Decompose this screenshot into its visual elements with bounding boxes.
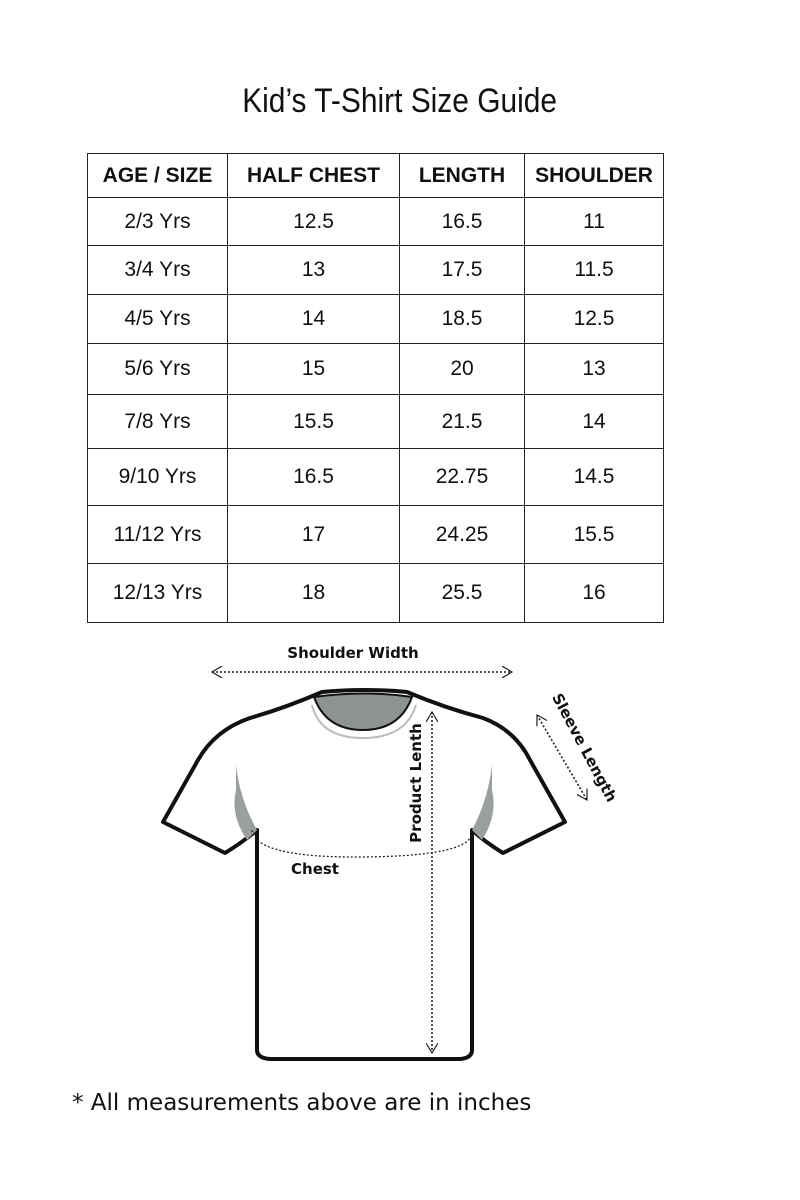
cell-age-size: 11/12 Yrs <box>87 505 228 564</box>
table-row: 5/6 Yrs 15 20 13 <box>87 343 664 395</box>
cell-age-size: 5/6 Yrs <box>87 343 228 395</box>
sleeve-length-label: Sleeve Length <box>548 690 620 805</box>
header-age-size: AGE / SIZE <box>87 153 228 198</box>
cell-half-chest: 15 <box>227 343 400 395</box>
table-row: 7/8 Yrs 15.5 21.5 14 <box>87 394 664 449</box>
table-row: 12/13 Yrs 18 25.5 16 <box>87 563 664 623</box>
table-row: 4/5 Yrs 14 18.5 12.5 <box>87 294 664 344</box>
header-length: LENGTH <box>399 153 525 198</box>
sleeve-length-arrow <box>537 715 587 800</box>
table-row: 2/3 Yrs 12.5 16.5 11 <box>87 197 664 246</box>
cell-age-size: 2/3 Yrs <box>87 197 228 246</box>
cell-length: 24.25 <box>399 505 525 564</box>
collar-shape <box>312 692 414 732</box>
chest-label: Chest <box>291 860 339 878</box>
cell-age-size: 3/4 Yrs <box>87 245 228 295</box>
cell-shoulder: 16 <box>524 563 664 623</box>
cell-shoulder: 12.5 <box>524 294 664 344</box>
cell-half-chest: 16.5 <box>227 448 400 506</box>
size-table: AGE / SIZE HALF CHEST LENGTH SHOULDER 2/… <box>87 153 664 623</box>
collar-rim <box>311 704 417 740</box>
table-row: 3/4 Yrs 13 17.5 11.5 <box>87 245 664 295</box>
chest-line <box>251 829 473 858</box>
cell-length: 16.5 <box>399 197 525 246</box>
cell-age-size: 12/13 Yrs <box>87 563 228 623</box>
cell-shoulder: 13 <box>524 343 664 395</box>
cell-length: 25.5 <box>399 563 525 623</box>
cell-half-chest: 13 <box>227 245 400 295</box>
cell-half-chest: 14 <box>227 294 400 344</box>
cell-half-chest: 18 <box>227 563 400 623</box>
cell-half-chest: 15.5 <box>227 394 400 449</box>
footnote: * All measurements above are in inches <box>72 1090 532 1116</box>
table-row: 9/10 Yrs 16.5 22.75 14.5 <box>87 448 664 506</box>
cell-shoulder: 14.5 <box>524 448 664 506</box>
page-title: Kid’s T-Shirt Size Guide <box>242 82 558 120</box>
shoulder-width-label: Shoulder Width <box>287 644 418 662</box>
cell-shoulder: 11.5 <box>524 245 664 295</box>
right-armpit-shade <box>472 765 494 840</box>
table-header-row: AGE / SIZE HALF CHEST LENGTH SHOULDER <box>87 153 664 198</box>
tshirt-outline <box>161 688 567 1061</box>
cell-length: 21.5 <box>399 394 525 449</box>
cell-length: 17.5 <box>399 245 525 295</box>
cell-half-chest: 12.5 <box>227 197 400 246</box>
product-length-label: Product Lenth <box>407 723 425 843</box>
cell-length: 22.75 <box>399 448 525 506</box>
header-half-chest: HALF CHEST <box>227 153 400 198</box>
left-armpit-shade <box>234 765 257 840</box>
cell-age-size: 4/5 Yrs <box>87 294 228 344</box>
